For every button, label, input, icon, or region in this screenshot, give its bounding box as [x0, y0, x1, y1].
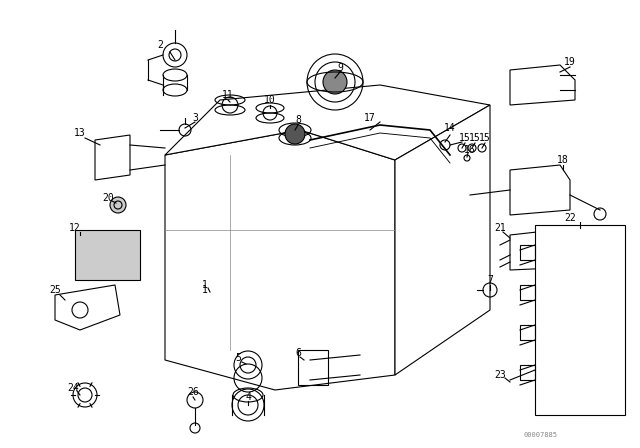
Polygon shape: [510, 65, 575, 105]
Text: 15: 15: [479, 133, 491, 143]
Text: 3: 3: [192, 113, 198, 123]
Polygon shape: [165, 85, 490, 160]
Text: 9: 9: [337, 63, 343, 73]
Text: 18: 18: [557, 155, 569, 165]
Bar: [520, 285, 535, 300]
Text: 11: 11: [222, 90, 234, 100]
Polygon shape: [395, 105, 490, 375]
Text: 17: 17: [364, 113, 376, 123]
Text: 8: 8: [295, 115, 301, 125]
Polygon shape: [165, 130, 395, 390]
Text: 15: 15: [459, 133, 471, 143]
Bar: [298, 350, 328, 385]
Text: 2: 2: [157, 40, 163, 50]
Text: 25: 25: [49, 285, 61, 295]
Circle shape: [110, 197, 126, 213]
Text: 19: 19: [564, 57, 576, 67]
Polygon shape: [55, 285, 120, 330]
Circle shape: [285, 124, 305, 144]
Bar: [520, 325, 535, 340]
Polygon shape: [510, 230, 565, 270]
Circle shape: [323, 70, 347, 94]
Text: 1: 1: [202, 280, 208, 290]
Text: 26: 26: [187, 387, 199, 397]
Text: 13: 13: [74, 128, 86, 138]
Text: 5: 5: [235, 353, 241, 363]
Bar: [520, 365, 535, 380]
Bar: [520, 245, 535, 260]
Polygon shape: [535, 225, 625, 415]
Text: 16: 16: [464, 145, 476, 155]
Text: 10: 10: [264, 95, 276, 105]
Text: 1: 1: [202, 285, 208, 295]
Text: 21: 21: [494, 223, 506, 233]
Text: 6: 6: [295, 348, 301, 358]
Text: 14: 14: [444, 123, 456, 133]
Text: 4: 4: [245, 392, 251, 402]
Polygon shape: [95, 135, 130, 180]
Text: 24: 24: [67, 383, 79, 393]
Text: 22: 22: [564, 213, 576, 223]
Polygon shape: [510, 165, 570, 215]
Text: 12: 12: [69, 223, 81, 233]
Text: 15: 15: [469, 133, 481, 143]
Text: 00007885: 00007885: [523, 432, 557, 438]
Text: 23: 23: [494, 370, 506, 380]
Bar: [75, 230, 140, 280]
Text: 20: 20: [102, 193, 114, 203]
Text: 7: 7: [487, 275, 493, 285]
